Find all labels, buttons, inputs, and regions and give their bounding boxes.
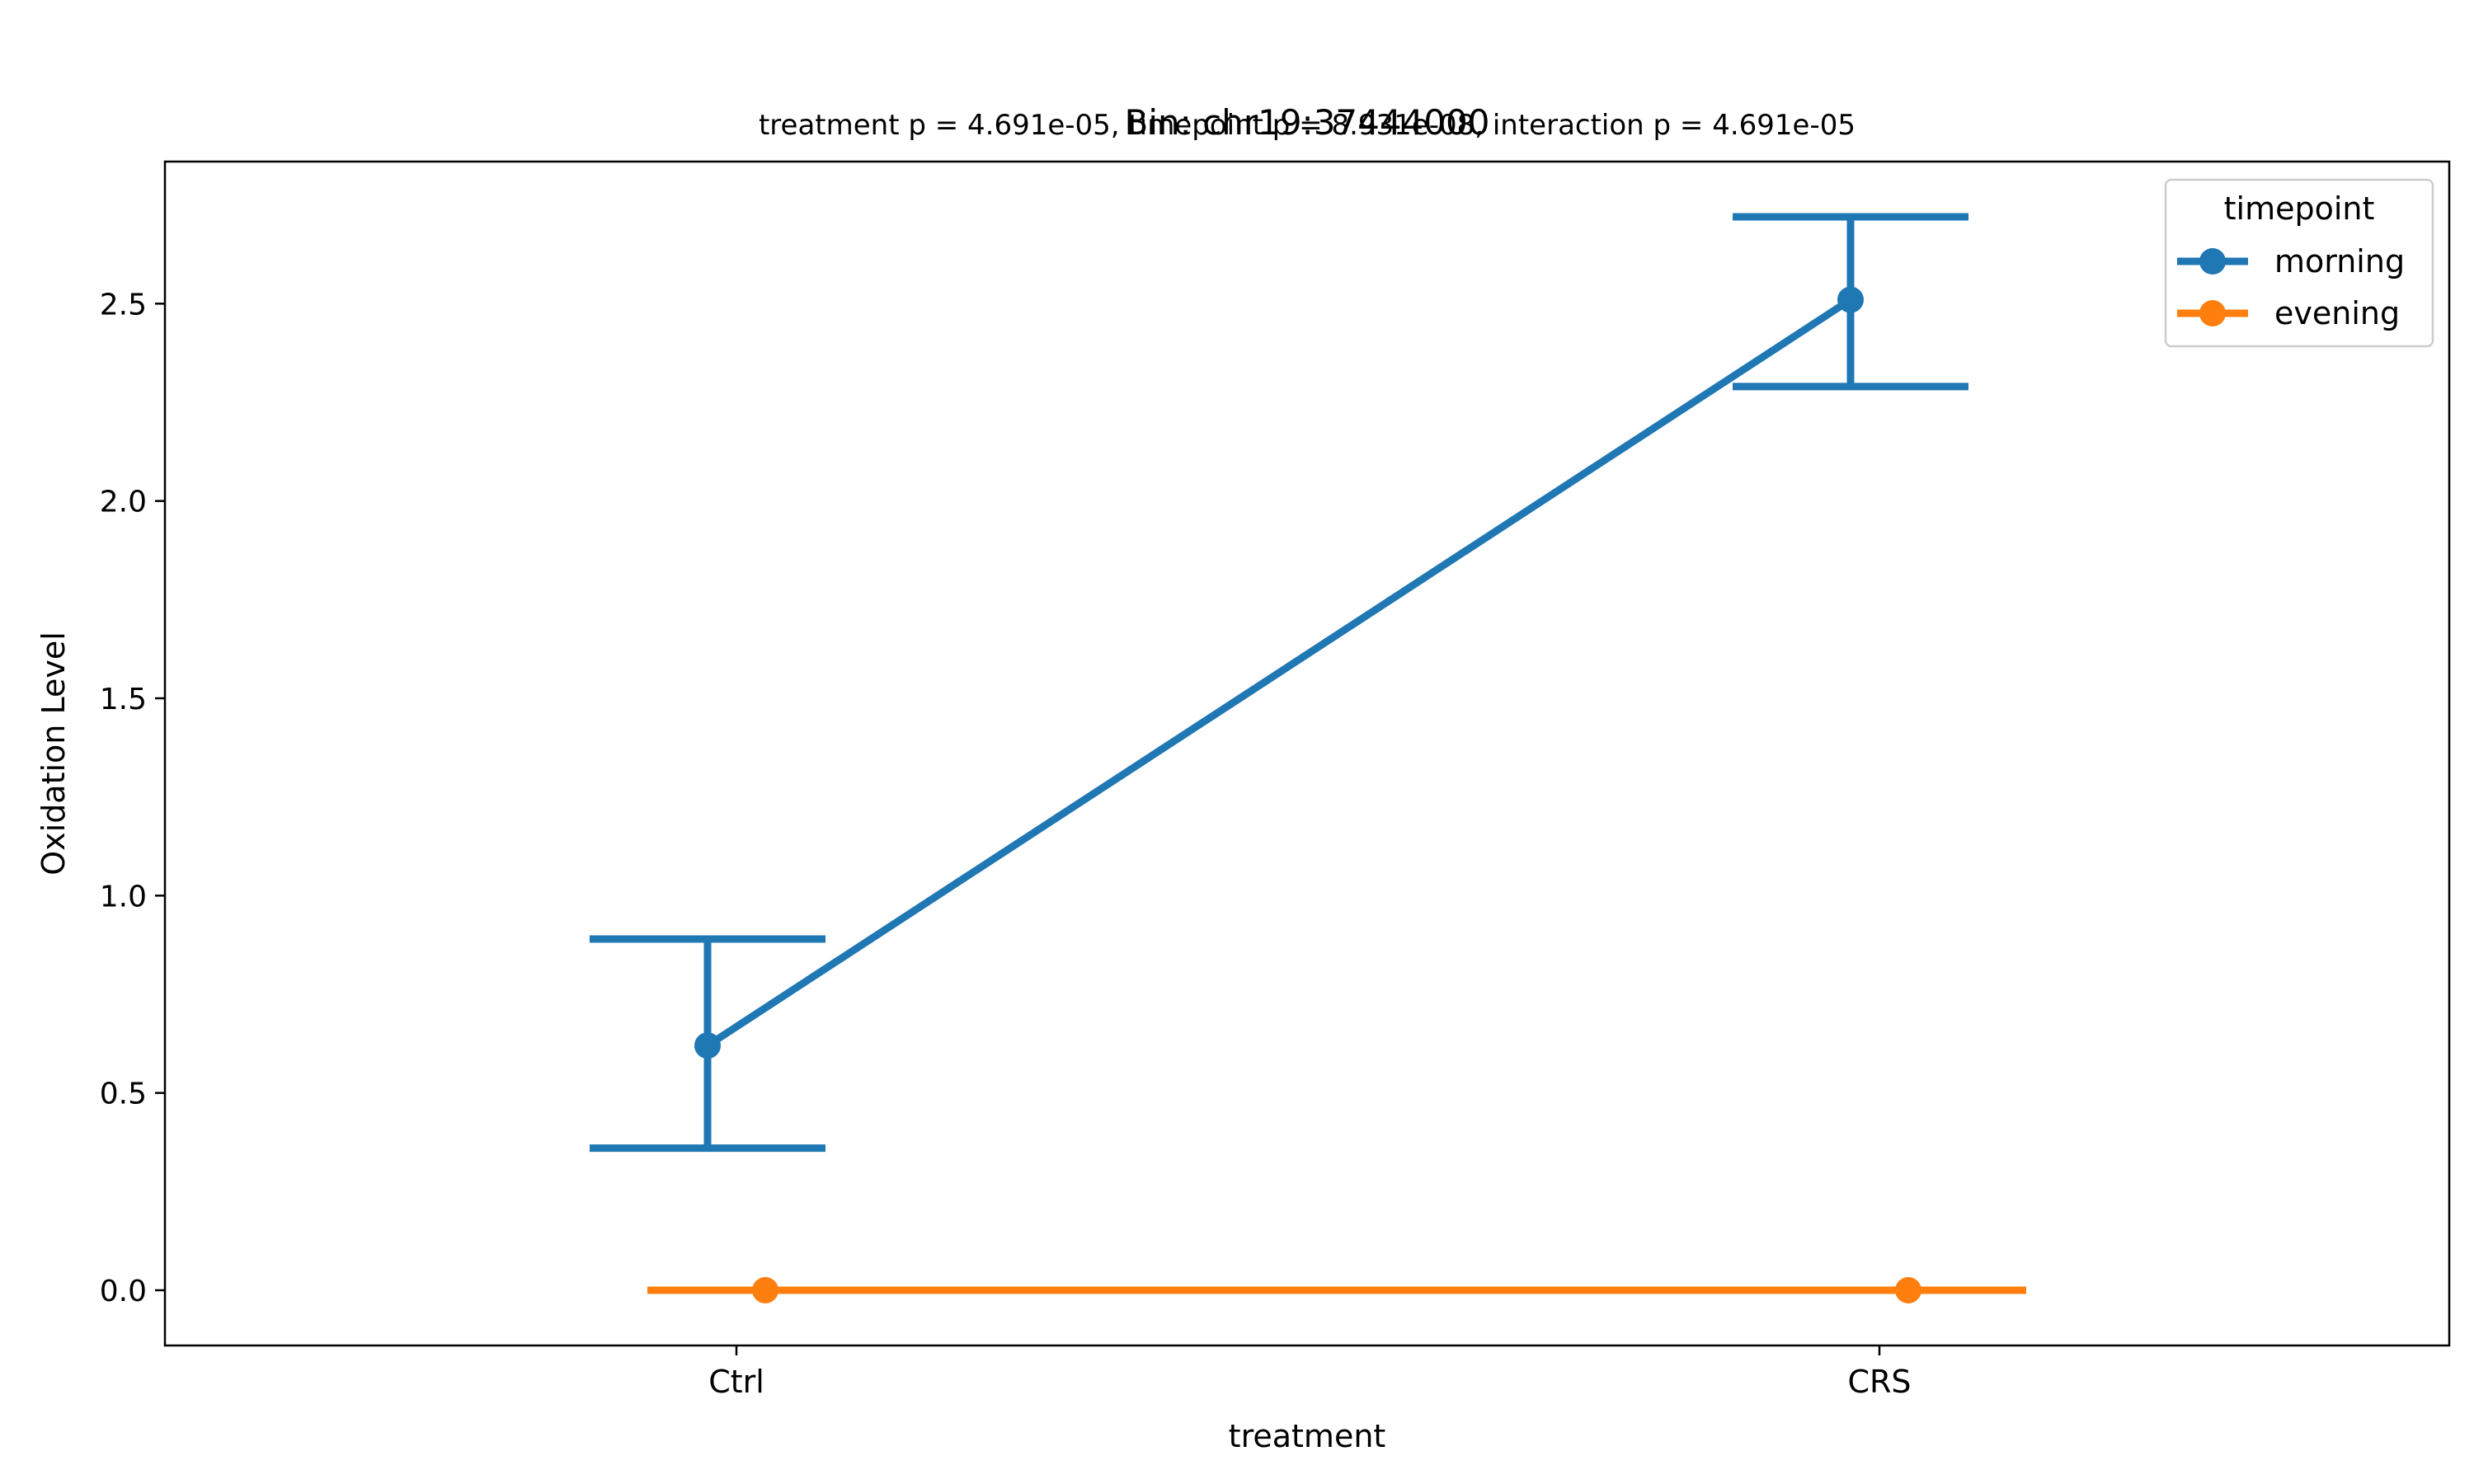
y-tick-label: 2.5 xyxy=(100,288,147,322)
point-evening-Ctrl xyxy=(752,1276,778,1303)
point-evening-CRS xyxy=(1895,1276,1921,1303)
legend-box xyxy=(2164,178,2434,348)
x-axis-label: treatment xyxy=(1229,1418,1386,1454)
y-tick-label: 0.0 xyxy=(100,1275,147,1308)
point-morning-Ctrl xyxy=(694,1032,721,1059)
legend-swatch-marker-evening xyxy=(2199,300,2226,326)
axes-layer: 0.0 0.5 1.0 1.5 2.0 2.5 Ctrl CRS xyxy=(100,288,1912,1400)
legend-swatch-marker-morning xyxy=(2199,248,2226,275)
series-morning xyxy=(590,213,1968,1153)
x-tick-label: Ctrl xyxy=(708,1364,764,1400)
plot-frame xyxy=(163,160,2451,1347)
legend-label-evening: evening xyxy=(2274,295,2400,331)
series-layer xyxy=(590,213,2026,1303)
chart-title: Bin: chr19:37444000 xyxy=(1125,102,1490,143)
legend-label-morning: morning xyxy=(2274,243,2405,279)
y-tick-label: 0.5 xyxy=(100,1078,147,1111)
y-axis-label: Oxidation Level xyxy=(35,632,72,876)
y-tick-label: 1.0 xyxy=(100,880,147,913)
series-line-morning xyxy=(705,296,1853,1049)
y-tick-label: 2.0 xyxy=(100,486,147,519)
point-morning-CRS xyxy=(1837,286,1864,313)
legend: timepoint morning evening xyxy=(2164,178,2434,348)
series-evening xyxy=(647,1276,2026,1303)
y-tick-label: 1.5 xyxy=(100,683,147,716)
x-tick-label: CRS xyxy=(1847,1364,1911,1400)
subtitle: treatment p = 4.691e-05, timepoint p = 8… xyxy=(759,109,1856,142)
legend-title: timepoint xyxy=(2224,190,2375,227)
